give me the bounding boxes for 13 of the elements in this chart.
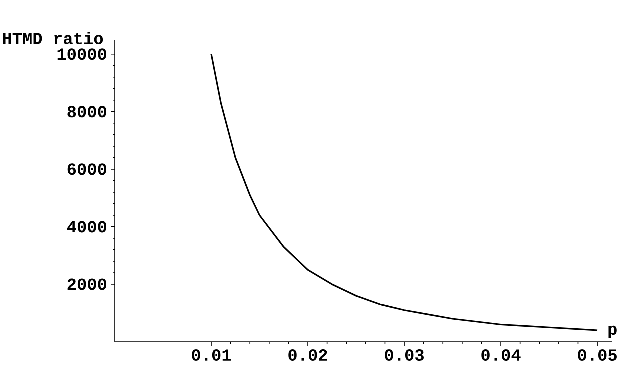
x-axis-title: p (608, 326, 617, 338)
line-series (210, 54, 598, 332)
x-tick-label: 0.03 (385, 350, 424, 362)
y-tick-label: 4000 (67, 221, 106, 233)
y-tick-label: 6000 (68, 164, 106, 176)
x-tick-label: 0.01 (192, 350, 232, 362)
x-tick-label: 0.02 (288, 350, 328, 362)
y-tick-label: 2000 (68, 278, 106, 290)
x-tick-label: 0.05 (578, 350, 617, 362)
x-tick-label: 0.04 (482, 350, 521, 362)
y-tick-label: 10000 (58, 48, 106, 60)
y-axis-title: HTMD ratio (3, 32, 104, 44)
y-tick-label: 8000 (68, 106, 106, 118)
